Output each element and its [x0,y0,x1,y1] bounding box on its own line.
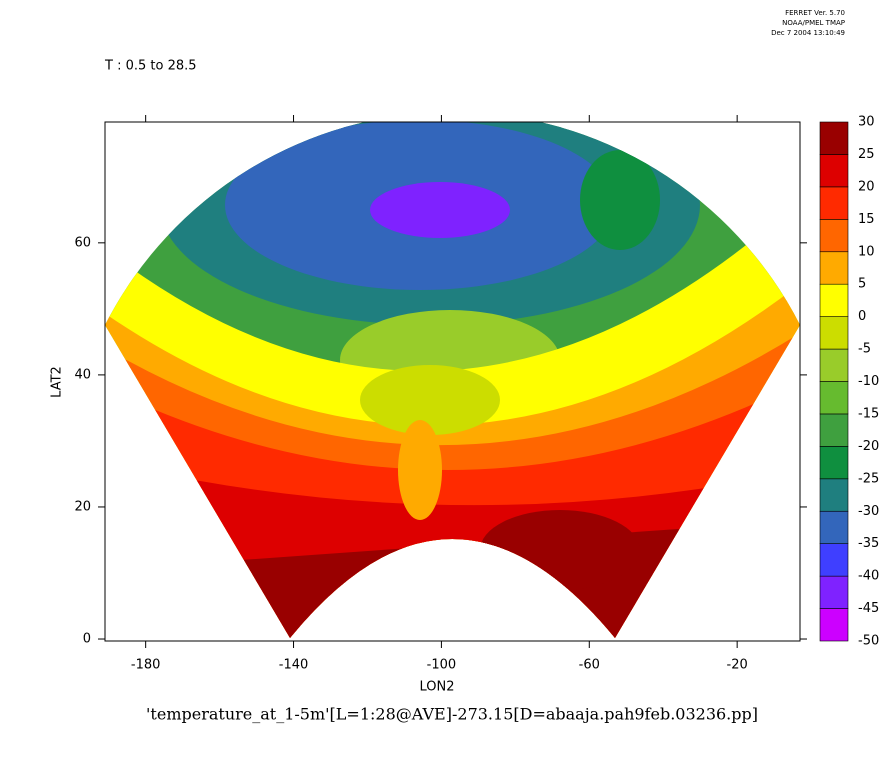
colorbar-box [819,283,849,317]
y-tick-label: 0 [83,632,91,647]
colorbar-box [819,575,849,609]
colorbar-label: 30 [858,115,875,130]
colorbar-label: 20 [858,179,875,194]
colorbar-box [819,186,849,220]
temperature-field [105,122,800,639]
y-tick-label: 40 [74,367,91,382]
colorbar-label: -15 [858,406,879,421]
x-axis-label: LON2 [419,680,454,695]
colorbar-label: -50 [858,634,879,649]
y-tick-label: 60 [74,235,91,250]
colorbar-label: 25 [858,147,875,162]
chart-title: T : 0.5 to 28.5 [104,59,197,74]
y-axis-label: LAT2 [50,366,65,398]
colorbar-label: -5 [858,342,871,357]
map-field [105,122,800,639]
colorbar-label: 10 [858,244,875,259]
annotation: Dec 7 2004 13:10:49 [771,29,845,37]
x-tick-label: -180 [131,658,161,673]
x-tick-label: -140 [279,658,309,673]
colorbar-box [819,543,849,577]
field-band [105,520,800,639]
plot-frame [104,121,801,642]
colorbar-label: -25 [858,471,879,486]
field-band [360,365,500,435]
colorbar-label: 5 [858,277,866,292]
colorbar-box [819,608,849,642]
x-tick-label: -20 [727,658,748,673]
colorbar-label: -20 [858,439,879,454]
x-tick-label: -60 [579,658,600,673]
colorbar-box [819,381,849,415]
colorbar-box [819,478,849,512]
caption: 'temperature_at_1-5m'[L=1:28@AVE]-273.15… [146,705,758,724]
colorbar-box [819,413,849,447]
colorbar-box [819,316,849,350]
colorbar-label: 0 [858,309,866,324]
colorbar-label: 15 [858,212,875,227]
y-tick-label: 20 [74,499,91,514]
field-band [370,182,510,238]
colorbar-box [819,121,849,155]
colorbar-label: -40 [858,569,879,584]
colorbar-label: -35 [858,536,879,551]
colorbar-label: -10 [858,374,879,389]
colorbar-label: -30 [858,504,879,519]
colorbar-box [819,154,849,188]
colorbar-box [819,510,849,544]
annotation: FERRET Ver. 5.70 [785,9,845,17]
field-band [398,420,442,520]
annotation: NOAA/PMEL TMAP [782,19,845,27]
field-band [580,150,660,250]
x-tick-label: -100 [427,658,457,673]
colorbar-label: -45 [858,601,879,616]
field-band [480,510,640,590]
colorbar-box [819,251,849,285]
colorbar-box [819,348,849,382]
colorbar-box [819,219,849,253]
colorbar-box [819,446,849,480]
